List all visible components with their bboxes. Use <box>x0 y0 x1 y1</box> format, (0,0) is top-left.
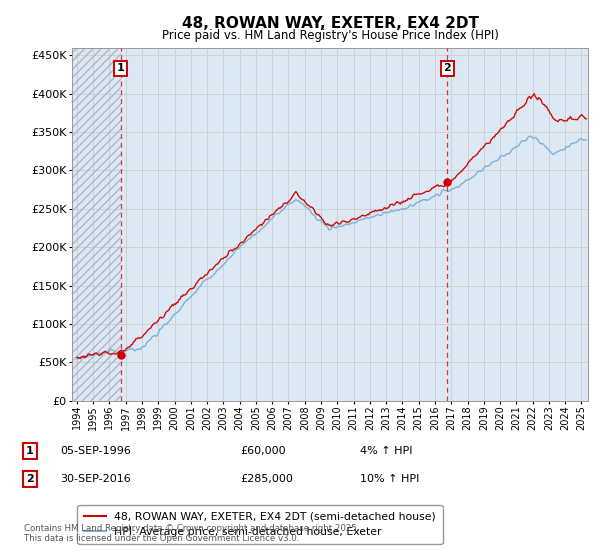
Text: 1: 1 <box>26 446 34 456</box>
Text: 30-SEP-2016: 30-SEP-2016 <box>60 474 131 484</box>
Text: 2: 2 <box>26 474 34 484</box>
Text: £60,000: £60,000 <box>240 446 286 456</box>
Text: 4% ↑ HPI: 4% ↑ HPI <box>360 446 413 456</box>
Text: 05-SEP-1996: 05-SEP-1996 <box>60 446 131 456</box>
Text: 1: 1 <box>117 63 125 73</box>
Text: Contains HM Land Registry data © Crown copyright and database right 2025.
This d: Contains HM Land Registry data © Crown c… <box>24 524 359 543</box>
Text: Price paid vs. HM Land Registry's House Price Index (HPI): Price paid vs. HM Land Registry's House … <box>161 29 499 42</box>
Text: 2: 2 <box>443 63 451 73</box>
Text: 48, ROWAN WAY, EXETER, EX4 2DT: 48, ROWAN WAY, EXETER, EX4 2DT <box>182 16 479 31</box>
Legend: 48, ROWAN WAY, EXETER, EX4 2DT (semi-detached house), HPI: Average price, semi-d: 48, ROWAN WAY, EXETER, EX4 2DT (semi-det… <box>77 505 443 544</box>
Text: £285,000: £285,000 <box>240 474 293 484</box>
Text: 10% ↑ HPI: 10% ↑ HPI <box>360 474 419 484</box>
